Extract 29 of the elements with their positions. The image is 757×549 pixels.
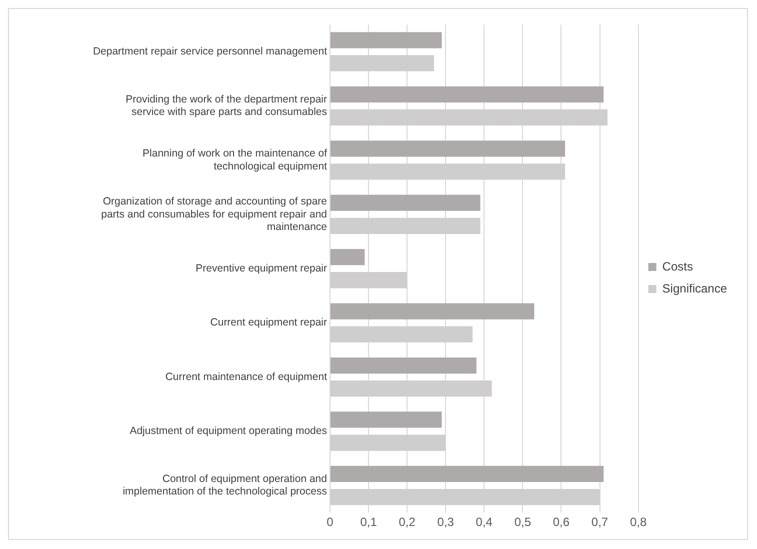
- y-tick-label: Current equipment repair: [210, 316, 328, 329]
- y-tick-label: Current maintenance of equipment: [165, 370, 328, 383]
- x-tick-label: 0,1: [360, 515, 378, 530]
- bar: [330, 194, 480, 211]
- y-tick-label: Department repair service personnel management: [92, 46, 328, 58]
- bar: [330, 32, 442, 48]
- y-tick-label: Providing the work of the department repair service with spare parts and consumables: [126, 94, 328, 118]
- x-tick-label: 0,5: [514, 515, 532, 530]
- x-tick-label: 0: [326, 515, 334, 530]
- y-tick-label: Adjustment of equipment operating modes: [130, 425, 327, 438]
- bar: [330, 412, 442, 428]
- legend-label: Significance: [662, 281, 728, 296]
- x-tick-label: 0,2: [398, 515, 416, 530]
- x-tick-label: 0,6: [552, 515, 570, 530]
- y-tick-label: Preventive equipment repair: [196, 262, 328, 274]
- x-tick-label: 0,7: [591, 515, 608, 530]
- x-tick-label: 0,3: [437, 515, 454, 530]
- x-tick-label: 0,8: [630, 515, 647, 530]
- y-tick-label: Control of equipment operation and implementation of the technological process: [122, 473, 328, 498]
- x-tick-label: 0,4: [476, 515, 493, 530]
- y-tick-label: Organization of storage and accounting of spare parts and consumables for equipment repair and maintenance: [101, 196, 328, 233]
- bar: [330, 357, 476, 374]
- bar: [330, 86, 604, 102]
- legend-label: Costs: [662, 259, 693, 274]
- bar: [330, 303, 534, 320]
- bar: [330, 466, 604, 482]
- y-tick-label: Planning of work on the maintenance of technological equipment: [142, 148, 328, 172]
- bar: [330, 140, 566, 157]
- bar: [330, 249, 365, 266]
